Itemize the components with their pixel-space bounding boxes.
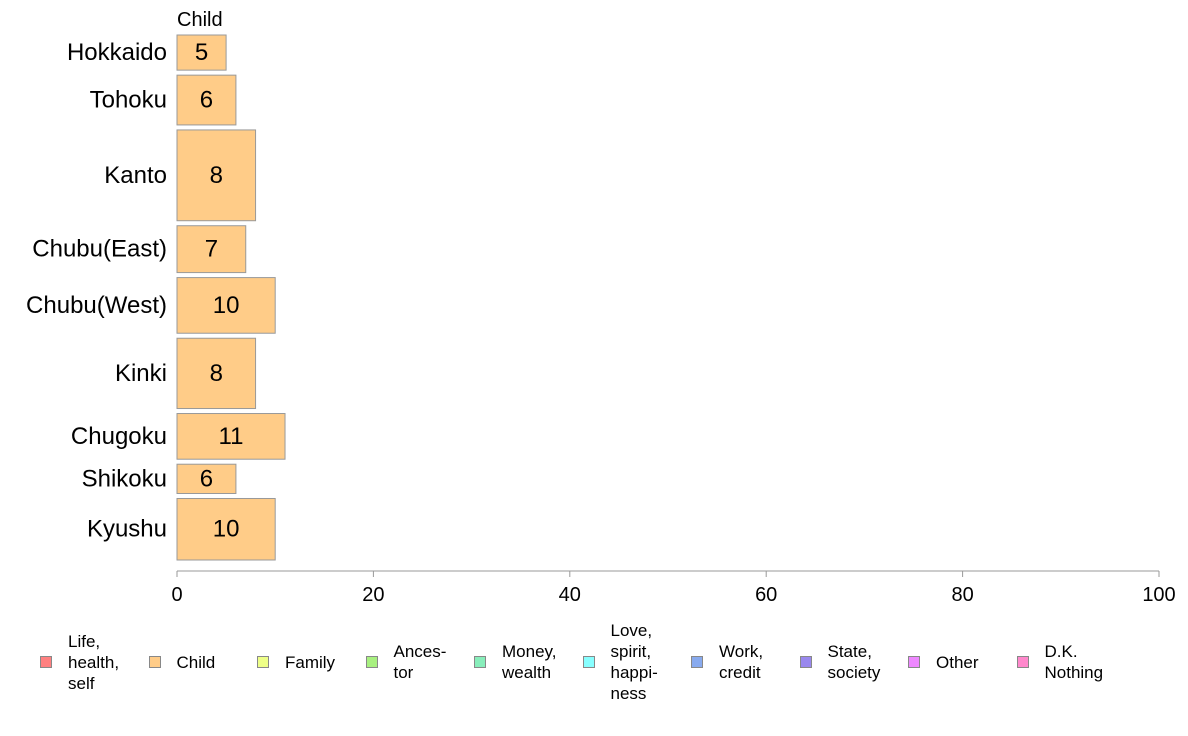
legend-item: Other <box>908 620 979 704</box>
category-label: Chubu(East) <box>32 236 167 263</box>
legend-label: Money, wealth <box>502 642 557 682</box>
bar-value-label: 5 <box>195 39 208 66</box>
x-tick-label: 80 <box>951 584 973 606</box>
legend-swatch <box>365 656 378 668</box>
legend: Life, health, self Child Family Ances- tor M… <box>0 620 1188 720</box>
bar-shikoku <box>176 463 237 494</box>
x-tick-label: 20 <box>362 584 384 606</box>
legend-item: Ances- tor <box>365 620 447 704</box>
bar-chart: Child Hokkaido 5 Tohoku 6 Kanto 8 Chubu(East) 7… <box>26 9 1176 606</box>
category-label: Chubu(West) <box>26 292 167 319</box>
bar-value-label: 10 <box>213 516 240 543</box>
legend-label: D.K. Nothing <box>1044 642 1104 682</box>
bar-chugoku <box>176 413 286 460</box>
series-title: Child <box>177 9 223 31</box>
bar-value-label: 10 <box>213 292 240 319</box>
bar-value-label: 6 <box>200 465 213 492</box>
category-label: Tohoku <box>90 87 167 114</box>
legend-item: Child <box>148 620 216 704</box>
x-tick-label: 60 <box>755 584 777 606</box>
bar-kyushu <box>176 497 276 561</box>
bar-chubu-east- <box>176 225 247 274</box>
bar-chubu-west- <box>176 277 276 334</box>
legend-item: State, society <box>799 620 881 704</box>
bars-group: Hokkaido 5 Tohoku 6 Kanto 8 Chubu(East) 7 Chubu(… <box>26 34 286 561</box>
legend-label: Other <box>936 652 979 672</box>
legend-swatch <box>691 656 703 668</box>
legend-swatch <box>1016 656 1029 668</box>
legend-label: Family <box>285 652 336 672</box>
category-label: Kyushu <box>87 516 167 543</box>
bar-value-label: 8 <box>210 360 223 387</box>
legend-item: Love, spirit, happi- ness <box>582 620 658 704</box>
legend-swatch <box>257 656 269 668</box>
bar-kinki <box>176 337 257 410</box>
bar-value-label: 6 <box>200 87 213 114</box>
category-label: Kanto <box>104 162 167 189</box>
legend-swatch <box>40 656 52 668</box>
category-label: Kinki <box>115 360 167 387</box>
bar-value-label: 7 <box>205 236 218 263</box>
x-tick-label: 100 <box>1142 584 1175 606</box>
bar-hokkaido <box>176 34 227 71</box>
legend-item: Family <box>257 620 335 704</box>
legend-swatch <box>582 656 595 668</box>
category-label: Chugoku <box>71 423 167 450</box>
x-tick-label: 0 <box>171 584 182 606</box>
legend-label: Ances- tor <box>393 642 447 682</box>
bar-kanto <box>176 129 257 222</box>
legend-label: Child <box>176 652 216 672</box>
legend-swatch <box>148 656 161 668</box>
legend-swatch <box>908 656 920 668</box>
x-tick-label: 40 <box>559 584 581 606</box>
legend-label: Work, credit <box>719 642 764 682</box>
legend-item: Life, health, self <box>40 620 119 704</box>
bar-tohoku <box>176 74 237 126</box>
legend-label: Life, health, self <box>68 631 120 693</box>
legend-item: Money, wealth <box>474 620 557 704</box>
legend-item: D.K. Nothing <box>1016 620 1104 704</box>
x-axis: 0 20 40 60 80 100 <box>171 570 1176 606</box>
legend-label: Love, spirit, happi- ness <box>610 621 658 703</box>
legend-item: Work, credit <box>691 620 763 704</box>
category-label: Hokkaido <box>67 39 167 66</box>
legend-swatch <box>799 656 812 668</box>
bar-value-label: 11 <box>219 423 244 450</box>
bar-value-label: 8 <box>210 162 223 189</box>
category-label: Shikoku <box>82 465 167 492</box>
legend-label: State, society <box>827 642 881 682</box>
legend-swatch <box>474 656 486 668</box>
